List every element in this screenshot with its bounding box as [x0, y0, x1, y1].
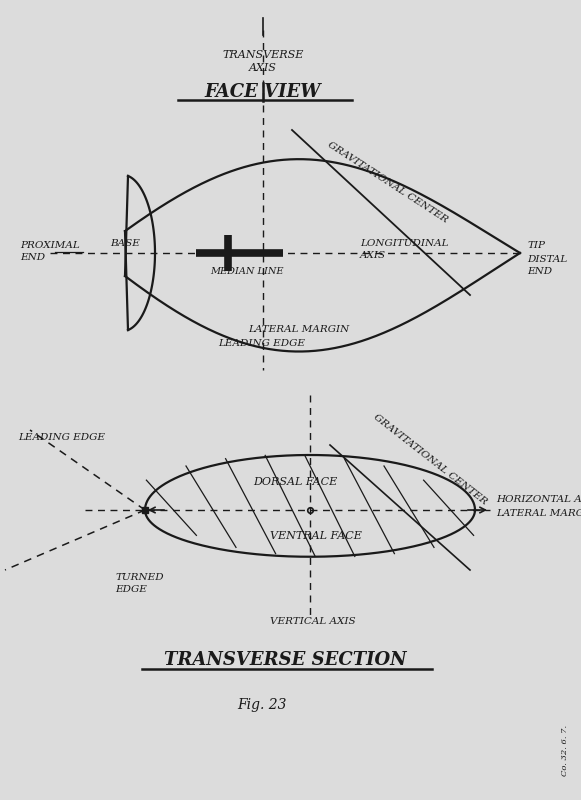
Text: END: END	[20, 254, 45, 262]
Text: FACE VIEW: FACE VIEW	[205, 83, 321, 101]
Text: TURNED: TURNED	[115, 573, 164, 582]
Text: Co. 32. 6. 7.: Co. 32. 6. 7.	[561, 725, 569, 775]
Text: LATERAL MARGIN: LATERAL MARGIN	[496, 510, 581, 518]
Text: LEADING EDGE: LEADING EDGE	[18, 433, 105, 442]
Text: AXIS: AXIS	[249, 63, 277, 73]
Text: LATERAL MARGIN: LATERAL MARGIN	[248, 326, 349, 334]
Text: HORIZONTAL AXIS: HORIZONTAL AXIS	[496, 495, 581, 505]
Text: MEDIAN LINE: MEDIAN LINE	[210, 267, 284, 277]
Text: TRANSVERSE: TRANSVERSE	[223, 50, 304, 60]
Text: LEADING EDGE: LEADING EDGE	[218, 339, 305, 349]
Text: END: END	[527, 267, 552, 277]
Text: VERTICAL AXIS: VERTICAL AXIS	[270, 618, 356, 626]
Text: Fig. 23: Fig. 23	[237, 698, 287, 712]
Text: DORSAL FACE: DORSAL FACE	[253, 477, 337, 487]
Text: PROXIMAL: PROXIMAL	[20, 241, 80, 250]
Text: VENTRAL FACE: VENTRAL FACE	[270, 531, 362, 541]
Text: BASE: BASE	[110, 238, 140, 247]
Text: TIP: TIP	[527, 242, 545, 250]
Text: EDGE: EDGE	[115, 586, 147, 594]
Text: DISTAL: DISTAL	[527, 255, 567, 265]
Text: GRAVITATIONAL CENTER: GRAVITATIONAL CENTER	[327, 140, 450, 224]
Text: GRAVITATIONAL CENTER: GRAVITATIONAL CENTER	[372, 413, 489, 507]
Text: TRANSVERSE SECTION: TRANSVERSE SECTION	[164, 651, 406, 669]
Text: AXIS: AXIS	[360, 251, 386, 261]
Text: LONGITUDINAL: LONGITUDINAL	[360, 239, 449, 249]
